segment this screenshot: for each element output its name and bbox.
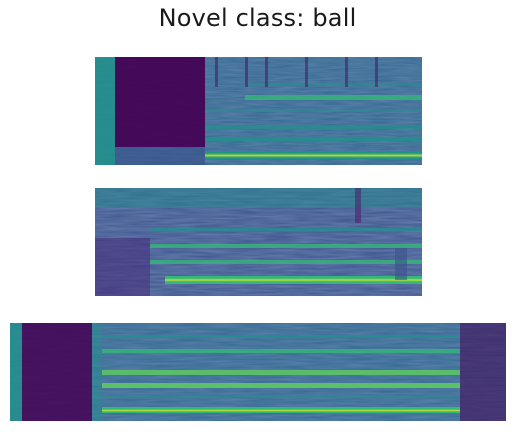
- spectrogram-1: [95, 57, 422, 165]
- spectrogram-2: [95, 188, 422, 296]
- figure-title: Novel class: ball: [158, 4, 357, 32]
- spectrogram-3: [10, 323, 506, 421]
